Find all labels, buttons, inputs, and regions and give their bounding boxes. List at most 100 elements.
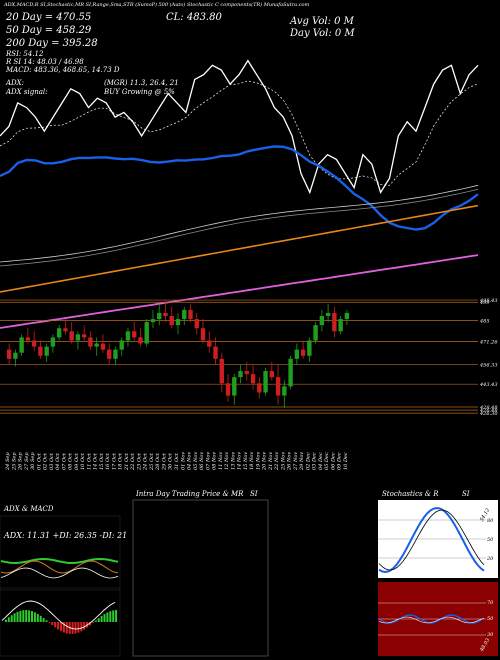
date-label: 04 Nov [187,452,193,470]
date-label: 19 Nov [255,452,261,470]
adx-signal-value: BUY Growing @ 5% [104,88,175,96]
date-label: 29 Oct [161,452,167,471]
date-label: 25 Oct [149,452,155,471]
candle-body [213,346,218,359]
macd-bar [54,622,57,628]
candle-body [319,316,325,326]
candle-body [56,328,62,338]
macd-bar [89,622,91,626]
candle-body [344,312,350,320]
candle-body [63,328,68,332]
stoch-k-line [378,507,485,574]
macd-bar [39,615,42,622]
candle-body [144,322,149,344]
close-label: CL: 483.80 [166,12,222,23]
stochastic-lines [378,507,486,574]
date-label: 13 Nov [230,452,236,470]
magenta-ma-line [0,254,479,329]
adx-panel-title: ADX & MACD [4,505,54,513]
macd-bar [22,610,25,622]
date-label: 10 Oct [80,452,86,470]
candle-body [169,316,174,326]
macd-bar [83,622,86,630]
macd-bar [86,622,89,628]
macd-bar [57,622,60,630]
candle-body [300,349,306,356]
short-ma-line [0,80,479,186]
candle-body [38,346,43,356]
stoch-level-20: 20 [487,556,494,562]
macd-bar [51,622,54,626]
candle-body [31,340,37,347]
minus-di-line [0,560,119,574]
avg-vol-label: Avg Vol: 0 M [290,16,354,27]
macd-bar [115,610,118,622]
price-level-lines [0,299,478,414]
date-label: 28 Oct [155,452,161,471]
candle-body [19,337,24,353]
macd-bar [28,610,31,622]
macd-bar [80,622,83,632]
date-label: 14 Oct [93,452,99,470]
blue-ma-line [0,145,479,231]
date-label: 12 Nov [224,452,230,470]
date-label: 05 Dec [324,452,330,470]
date-label: 17 Oct [111,452,117,470]
date-label: 21 Oct [124,452,130,471]
macd-bar [68,622,71,634]
candle-body [263,371,268,393]
candle-body [113,349,118,359]
candle-body [207,340,212,347]
date-label: 23 Oct [136,452,142,471]
top-strip: ADX,MACD,R SI,Stochastic,MR SI,Range,Sma… [4,2,310,8]
price-level-label: 443.43 [479,382,498,388]
date-label: 20 Nov [262,452,268,471]
rsi-level-70: 70 [487,600,494,606]
macd-bar [16,611,19,622]
date-label: 30 Sep [30,452,36,470]
macd-bar [77,622,80,633]
date-label: 22 Oct [130,452,136,471]
macd-bar [31,611,33,622]
candle-body [69,331,74,341]
day-vol-label: Day Vol: 0 M [290,28,355,39]
macd-bar [106,612,109,622]
date-label: 25 Sep [11,452,17,471]
candle-body [225,383,231,396]
macd-bar [74,622,77,634]
candle-body [132,331,137,338]
rsi14-label: R SI 14: 48.03 / 46.98 [6,58,84,66]
candle-body [150,319,156,323]
date-label: 07 Oct [61,452,67,470]
date-label: 30 Oct [168,452,174,470]
adx-values: (MGR) 11.3, 26.4, 21 [104,79,179,87]
candle-body [338,319,343,332]
price-level-label: 499 [479,300,490,306]
date-label: 18 Oct [118,452,124,470]
candle-body [325,312,331,316]
sma50-label: 50 Day = 458.29 [6,25,92,36]
macd-bar [7,617,10,622]
date-label: 18 Nov [249,452,255,470]
candle-body [313,325,318,341]
date-label: 07 Nov [205,452,211,470]
candle-body [125,331,131,341]
candle-body [13,352,18,359]
date-label: 26 Sep [18,452,24,471]
stoch-panel-title: Stochastics & R [382,490,439,498]
macd-bar [62,622,65,633]
macd-bar [109,611,112,622]
candle-body [188,309,193,320]
date-label: 08 Nov [212,452,218,470]
date-label: 01 Nov [180,452,186,470]
price-level-label: 426.30 [479,411,498,417]
date-label: 24 Sep [5,452,11,471]
grey-ma-line [0,184,479,263]
candle-body [250,374,256,384]
candle-body [182,309,187,320]
date-label: 02 Oct [43,452,49,470]
candle-body [232,377,237,396]
date-label: 26 Nov [287,452,293,471]
date-label: 24 Oct [143,452,149,471]
date-axis-labels: 24 Sep 25 Sep 26 Sep 27 Sep 30 Sep 01 Oct 02 O… [5,452,349,471]
